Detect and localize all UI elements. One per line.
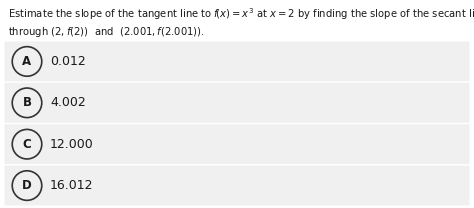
Text: 16.012: 16.012 — [50, 179, 93, 192]
FancyBboxPatch shape — [4, 166, 470, 206]
Circle shape — [12, 47, 42, 76]
Text: through $(2, f(2))$  and  $(2.001, f(2.001))$.: through $(2, f(2))$ and $(2.001, f(2.001… — [8, 25, 205, 39]
Circle shape — [12, 171, 42, 200]
Circle shape — [12, 88, 42, 118]
FancyBboxPatch shape — [4, 42, 470, 81]
Text: Estimate the slope of the tangent line to $f\!(x)=x^3$ at $x=2$ by finding the s: Estimate the slope of the tangent line t… — [8, 6, 474, 22]
Circle shape — [12, 129, 42, 159]
Text: A: A — [22, 55, 32, 68]
FancyBboxPatch shape — [4, 124, 470, 164]
Text: D: D — [22, 179, 32, 192]
Text: B: B — [22, 96, 31, 109]
Text: 12.000: 12.000 — [50, 138, 94, 151]
Text: 4.002: 4.002 — [50, 96, 86, 109]
FancyBboxPatch shape — [4, 83, 470, 123]
Text: C: C — [23, 138, 31, 151]
Text: 0.012: 0.012 — [50, 55, 86, 68]
